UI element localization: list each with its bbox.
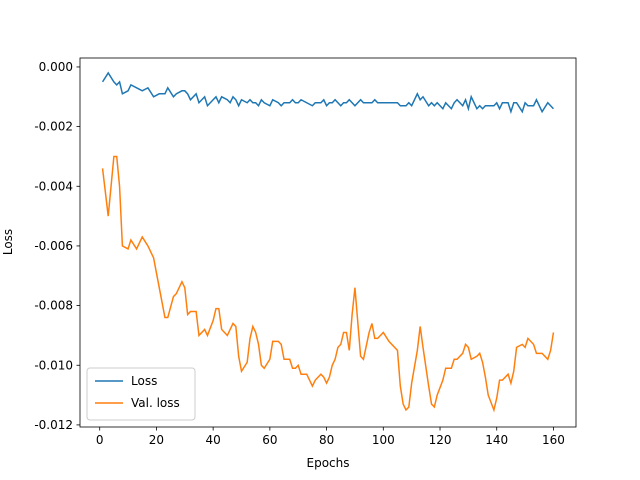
y-tick-label: 0.000 xyxy=(39,60,73,74)
plot-frame xyxy=(79,57,577,428)
y-tick-label: -0.008 xyxy=(34,299,73,313)
x-axis-label: Epochs xyxy=(307,456,350,470)
x-tick-label: 80 xyxy=(319,433,334,447)
y-tick-label: -0.012 xyxy=(34,418,73,432)
legend-label: Val. loss xyxy=(131,396,180,410)
y-tick-label: -0.010 xyxy=(34,358,73,372)
y-tick-label: -0.002 xyxy=(34,120,73,134)
x-tick-label: 40 xyxy=(206,433,221,447)
x-tick-label: 100 xyxy=(372,433,395,447)
x-tick-label: 120 xyxy=(429,433,452,447)
legend-label: Loss xyxy=(131,374,157,388)
x-tick-label: 0 xyxy=(96,433,104,447)
x-tick-label: 60 xyxy=(262,433,277,447)
line-series xyxy=(101,71,554,115)
x-tick-label: 140 xyxy=(485,433,508,447)
y-tick-label: -0.006 xyxy=(34,239,73,253)
x-tick-label: 160 xyxy=(542,433,565,447)
y-tick-label: -0.004 xyxy=(34,179,73,193)
x-tick-label: 20 xyxy=(149,433,164,447)
y-axis-label: Loss xyxy=(1,229,15,255)
line-series xyxy=(101,155,555,413)
